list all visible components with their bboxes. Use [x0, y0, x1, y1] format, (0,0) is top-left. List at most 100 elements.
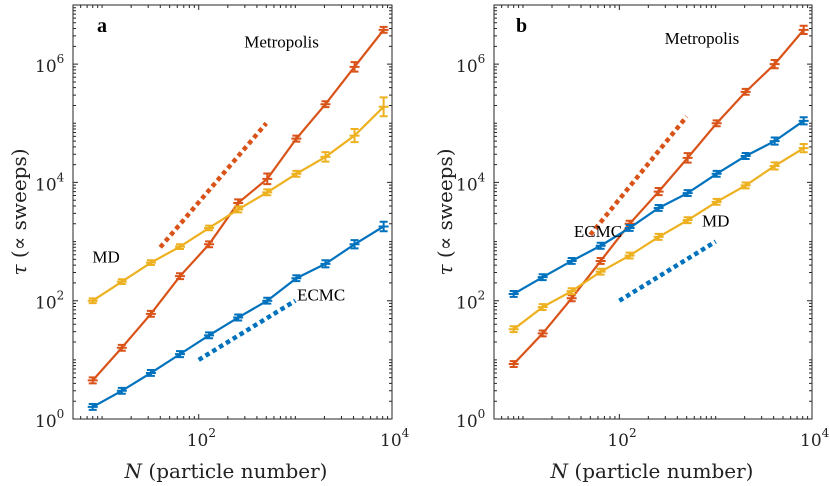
panel-b-metropolis-point	[682, 152, 693, 164]
panel-b-ecmc-point	[740, 152, 751, 160]
panel-b-ecmc-point	[711, 169, 722, 178]
panel-a-frame	[72, 4, 393, 420]
panel-b-md-point	[798, 142, 809, 154]
panel-a-xlabel: N (particle number)	[124, 459, 328, 483]
panel-b-series-ecmc	[508, 116, 809, 298]
panel-a-ecmc-point	[320, 259, 331, 269]
panel-a-guide-2	[197, 298, 297, 362]
panel-a-ecmc-point	[174, 350, 185, 359]
panel-b-ytick-1: 100	[456, 407, 485, 432]
panel-a-metropolis-point	[262, 172, 273, 186]
panel-b-ticks	[493, 5, 813, 420]
panel-b-md-point	[537, 303, 548, 312]
panel-a-ecmc-point	[204, 331, 215, 340]
panel-a-ecmc-label: ECMC	[297, 286, 345, 305]
panel-b-ytick-4: 106	[456, 52, 485, 77]
panel-b-series-md	[508, 142, 809, 334]
panel-b-ecmc-point	[537, 273, 548, 282]
panel-b-metropolis-point	[595, 257, 606, 265]
panel-a-ecmc-point	[291, 274, 302, 283]
panel-a-ecmc-point	[145, 369, 156, 377]
panel-a-guide-1	[158, 121, 268, 249]
panel-b-ecmc-point	[566, 257, 577, 265]
panel-a-ecmc-point	[349, 239, 360, 250]
panel-a-md-point	[174, 243, 185, 251]
panel-a-xtick-1: 102	[187, 426, 216, 451]
panel-a-metropolis-point	[174, 272, 185, 281]
panel-b-xtick-1: 102	[607, 426, 636, 451]
panel-b-md-point	[682, 216, 693, 225]
panel-b-metropolis-point	[798, 24, 809, 35]
panel-b: b Metropolis ECMC MD 102 104 100 102 104…	[433, 4, 830, 483]
panel-a-md-point	[378, 96, 389, 118]
panel-a-metropolis-point	[233, 198, 244, 208]
panel-a-ecmc-point	[87, 402, 98, 411]
panel-a-metropolis-point	[291, 134, 302, 143]
panel-a-ylabel: τ (∝ sweeps)	[7, 148, 31, 275]
panel-b-ytick-3: 104	[456, 170, 486, 195]
panel-b-metropolis-line	[512, 29, 805, 365]
panel-a-metropolis-point	[378, 25, 389, 34]
panel-b-metropolis-point	[711, 119, 722, 128]
panel-b-metropolis-point	[624, 219, 635, 228]
panel-b-ecmc-point	[508, 290, 519, 298]
panel-b-ecmc-point	[653, 204, 664, 212]
panel-a-md-point	[204, 224, 215, 232]
panel-a-series-metropolis	[87, 25, 389, 385]
panel-a-metropolis-point	[87, 376, 98, 385]
panel-a-ecmc-point	[378, 220, 389, 233]
panel-a-xtick-2: 104	[380, 426, 410, 451]
panel-a-ytick-1: 100	[35, 407, 64, 432]
panel-a-md-point	[116, 278, 127, 286]
panel-b-series-metropolis	[508, 24, 809, 368]
panel-b-metropolis-point	[508, 360, 519, 368]
panel-a-ticks	[72, 5, 393, 420]
panel-a: a Metropolis MD ECMC 102 104 100 102 104…	[7, 4, 410, 483]
panel-b-metropolis-point	[566, 294, 577, 303]
panel-b-ylabel: τ (∝ sweeps)	[433, 148, 457, 275]
panel-b-guide-2	[618, 239, 717, 303]
panel-b-metropolis-point	[740, 87, 751, 96]
panel-b-ecmc-point	[769, 136, 780, 146]
panel-b-md-point	[653, 232, 664, 241]
panel-a-md-label: MD	[92, 248, 119, 267]
panel-a-md-point	[320, 151, 331, 163]
panel-a-metropolis-point	[204, 240, 215, 249]
panel-b-ecmc-point	[595, 241, 606, 250]
panel-b-ecmc-point	[682, 189, 693, 198]
panel-b-xlabel: N (particle number)	[550, 459, 754, 483]
panel-b-ecmc-point	[798, 116, 809, 126]
panel-a-ytick-2: 102	[35, 289, 64, 314]
panel-b-ytick-2: 102	[456, 289, 485, 314]
panel-a-metropolis-point	[116, 343, 127, 352]
panel-b-metropolis-label: Metropolis	[665, 29, 740, 48]
panel-b-md-point	[769, 161, 780, 171]
panel-b-ecmc-label: ECMC	[574, 222, 622, 241]
panel-b-md-label: MD	[702, 211, 729, 230]
panel-b-label: b	[516, 15, 527, 37]
panel-a-metropolis-label: Metropolis	[244, 33, 319, 52]
panel-a-metropolis-point	[349, 61, 360, 73]
panel-a-ytick-4: 106	[35, 52, 64, 77]
panel-b-xtick-2: 104	[800, 426, 830, 451]
panel-a-ytick-3: 104	[35, 170, 65, 195]
panel-a-md-point	[262, 188, 273, 197]
panel-a-md-point	[291, 169, 302, 178]
panel-a-md-point	[87, 297, 98, 305]
panel-a-metropolis-point	[145, 309, 156, 318]
panel-a-label: a	[97, 15, 107, 37]
panel-b-guide-1	[588, 115, 689, 237]
panel-a-series-ecmc	[87, 220, 389, 411]
panel-a-ecmc-point	[262, 296, 273, 305]
panel-a-series-md	[87, 96, 389, 305]
panel-b-md-point	[595, 267, 606, 276]
panel-a-md-point	[145, 259, 156, 267]
panel-b-metropolis-point	[769, 59, 780, 70]
panel-a-ecmc-point	[116, 386, 127, 395]
panel-b-md-point	[711, 197, 722, 206]
panel-b-metropolis-point	[653, 187, 664, 197]
panel-b-ecmc-point	[624, 223, 635, 232]
panel-b-md-point	[624, 251, 635, 260]
panel-a-metropolis-point	[320, 100, 331, 109]
